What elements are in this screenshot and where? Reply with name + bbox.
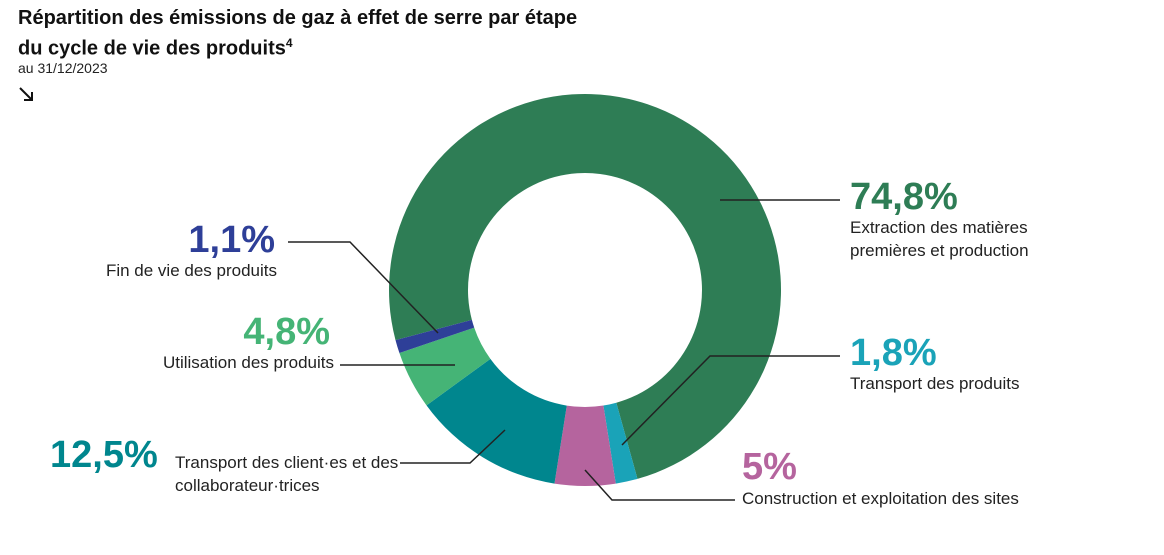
value-label: 74,8%	[850, 176, 958, 218]
subtitle: au 31/12/2023	[18, 60, 108, 76]
leader-line	[288, 241, 439, 334]
leader-line	[400, 429, 506, 464]
category-label: Transport des client·es et des collabora…	[175, 453, 399, 495]
category-label: Extraction des matières premières et pro…	[850, 218, 1029, 260]
donut-slice	[395, 319, 475, 354]
donut-slice	[399, 327, 491, 406]
title-note: 4	[285, 36, 293, 50]
leader-line	[621, 355, 840, 446]
category-label: Construction et exploitation des sites	[742, 489, 1019, 508]
category-label: Fin de vie des produits	[105, 261, 277, 280]
donut-slice	[603, 402, 638, 484]
value-label: 4,8%	[243, 311, 330, 353]
donut-slice	[554, 405, 616, 486]
donut-slice	[426, 358, 567, 484]
arrow-icon	[19, 87, 33, 101]
value-label: 1,8%	[850, 332, 937, 374]
value-label: 5%	[742, 446, 797, 488]
title-text: Répartition des émissions de gaz à effet…	[18, 7, 578, 60]
value-label: 1,1%	[188, 219, 275, 261]
category-label: Transport des produits	[850, 374, 1020, 393]
value-label: 12,5%	[50, 434, 158, 476]
leader-line	[584, 469, 735, 501]
category-label: Utilisation des produits	[162, 353, 334, 372]
chart-title: Répartition des émissions de gaz à effet…	[18, 6, 578, 62]
